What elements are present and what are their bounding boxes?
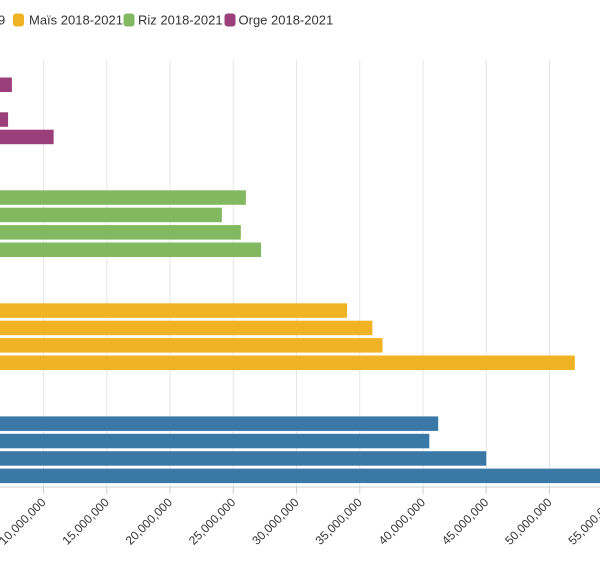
- bar-riz-2018-2021-4[interactable]: [0, 242, 262, 258]
- x-tick-label: 20,000,000: [123, 495, 176, 548]
- legend-label-orge-2018-2021[interactable]: Orge 2018-2021: [239, 13, 334, 28]
- x-tick-label: 35,000,000: [313, 495, 366, 548]
- legend[interactable]: 9 Maïs 2018-2021 Riz 2018-2021 Orge 2018-20…: [0, 13, 333, 28]
- x-axis-ticks: 10,000,000 15,000,000 20,000,000 25,000,000…: [0, 487, 600, 548]
- bar-bl-2018-2021-4[interactable]: [0, 468, 600, 484]
- x-tick-label: 45,000,000: [439, 495, 492, 548]
- bar-ma-s-2018-2021-4[interactable]: [0, 355, 575, 371]
- bar-bl-2018-2021-2[interactable]: [0, 433, 430, 449]
- bar-bl-2018-2021-3[interactable]: [0, 451, 487, 466]
- bar-riz-2018-2021-2[interactable]: [0, 207, 222, 223]
- bar-orge-2018-2021-1[interactable]: [0, 77, 12, 93]
- bar-riz-2018-2021-1[interactable]: [0, 190, 246, 205]
- bar-riz-2018-2021-3[interactable]: [0, 225, 241, 240]
- bar-ma-s-2018-2021-1[interactable]: [0, 303, 348, 318]
- bar-orge-2018-2021-4[interactable]: [0, 129, 54, 145]
- legend-swatch-orge-2018-2021: [224, 13, 236, 27]
- x-tick-label: 55,000,000: [566, 495, 600, 548]
- legend-label-9[interactable]: 9: [0, 13, 5, 28]
- x-tick-label: 40,000,000: [376, 495, 429, 548]
- bar-ma-s-2018-2021-3[interactable]: [0, 338, 383, 353]
- legend-label-riz-2018-2021[interactable]: Riz 2018-2021: [138, 13, 223, 28]
- x-tick-label: 50,000,000: [502, 495, 555, 548]
- bar-bl-2018-2021-1[interactable]: [0, 416, 439, 431]
- bar-orge-2018-2021-3[interactable]: [0, 112, 9, 127]
- x-tick-label: 25,000,000: [186, 495, 239, 548]
- bar-ma-s-2018-2021-2[interactable]: [0, 320, 373, 336]
- x-tick-label: 15,000,000: [60, 495, 113, 548]
- bars: [0, 77, 600, 484]
- legend-label-ma-s-2018-2021[interactable]: Maïs 2018-2021: [29, 13, 123, 28]
- gridlines: [43, 60, 550, 487]
- legend-swatch-riz-2018-2021: [123, 13, 135, 27]
- x-tick-label: 10,000,000: [0, 495, 49, 548]
- legend-swatch-ma-s-2018-2021: [13, 13, 24, 27]
- x-tick-label: 30,000,000: [249, 495, 302, 548]
